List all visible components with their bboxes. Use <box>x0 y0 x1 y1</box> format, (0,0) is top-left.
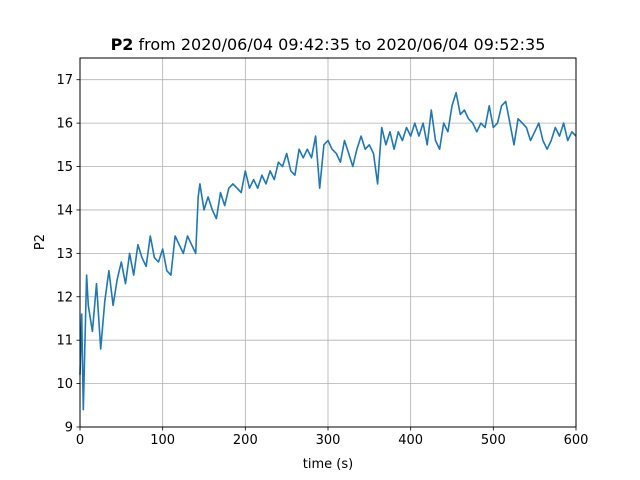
y-axis: 9 10 11 12 13 14 15 16 17 <box>56 73 80 436</box>
grid-lines <box>79 58 577 428</box>
x-tick-label: 600 <box>564 433 589 448</box>
y-tick-label: 10 <box>56 377 73 392</box>
x-tick-label: 0 <box>76 433 84 448</box>
x-tick-label: 400 <box>398 433 423 448</box>
series-group <box>79 91 577 411</box>
x-axis: 0 100 200 300 400 500 600 <box>76 427 589 448</box>
chart-title: P2 from 2020/06/04 09:42:35 to 2020/06/0… <box>111 35 546 54</box>
chart-title-rest: from 2020/06/04 09:42:35 to 2020/06/04 0… <box>133 35 545 54</box>
x-tick-label: 500 <box>481 433 506 448</box>
y-tick-label: 11 <box>56 334 73 349</box>
x-tick-label: 200 <box>233 433 258 448</box>
y-tick-label: 16 <box>56 117 73 132</box>
y-tick-label: 12 <box>56 290 73 305</box>
chart-title-bold: P2 <box>111 35 134 54</box>
y-tick-label: 9 <box>65 421 73 436</box>
x-tick-label: 300 <box>316 433 341 448</box>
p2-series-line <box>79 91 577 411</box>
y-tick-label: 14 <box>56 203 73 218</box>
x-tick-label: 100 <box>150 433 175 448</box>
y-tick-label: 13 <box>56 247 73 262</box>
y-tick-label: 17 <box>56 73 73 88</box>
x-axis-label: time (s) <box>303 457 353 472</box>
y-axis-label: P2 <box>33 234 48 250</box>
y-tick-label: 15 <box>56 160 73 175</box>
